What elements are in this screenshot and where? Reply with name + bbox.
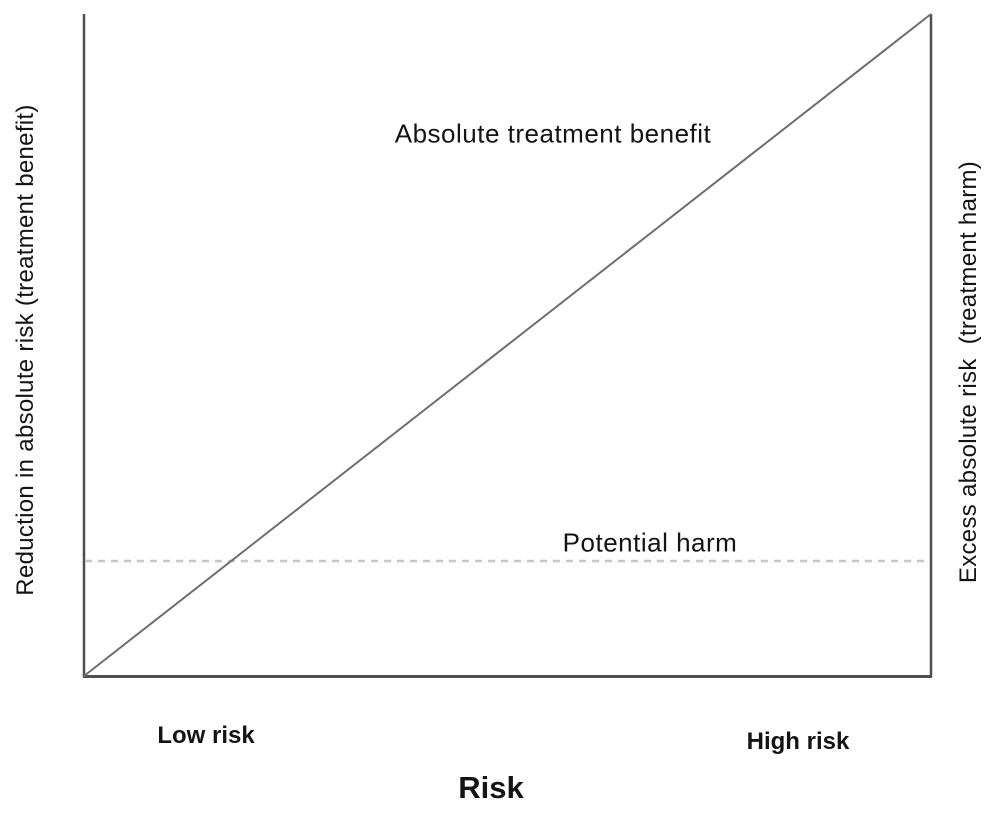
treatment-benefit-line [83,13,932,677]
potential-harm-label: Potential harm [562,527,738,558]
y-axis-label-left: Reduction in absolute risk (treatment be… [12,104,39,596]
x-tick-low-risk: Low risk [157,722,255,749]
x-tick-high-risk: High risk [746,728,850,755]
x-axis-title: Risk [458,770,524,805]
y-axis-label-right: Excess absolute risk (treatment harm) [955,160,982,584]
treatment-benefit-label: Absolute treatment benefit [394,118,712,149]
